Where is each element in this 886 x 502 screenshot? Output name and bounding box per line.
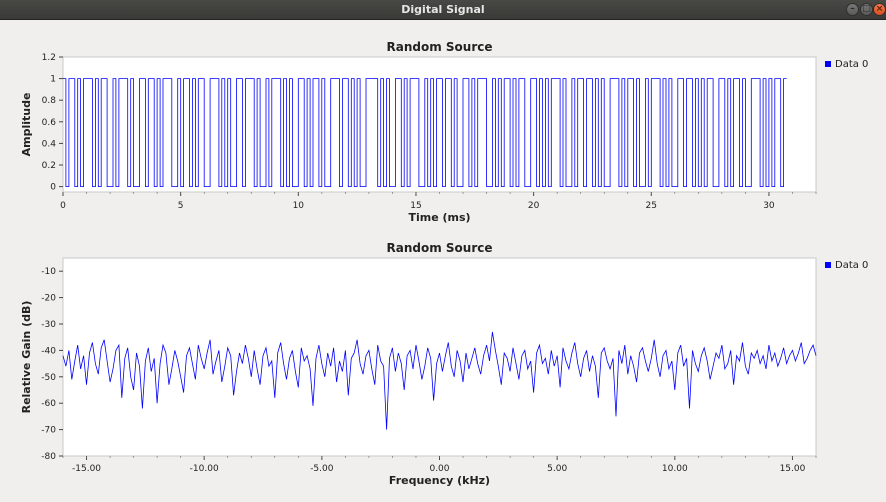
x-axis-label-2: Frequency (kHz)	[389, 474, 490, 487]
series-line-2	[62, 331, 817, 430]
x-tick-label: 10	[293, 201, 305, 211]
y-tick-label: 0.6	[42, 118, 57, 128]
y-tick-label: 0.8	[42, 96, 57, 106]
maximize-button[interactable]: □	[860, 3, 873, 16]
y-tick-label: -50	[41, 373, 56, 383]
plot-title-2: Random Source	[387, 241, 493, 255]
plot-title-1: Random Source	[387, 40, 493, 54]
plot-area-1	[62, 56, 817, 193]
y-tick-label: -30	[41, 320, 56, 330]
y-tick-label: 0	[50, 183, 56, 193]
legend-label-2: Data 0	[835, 260, 868, 271]
x-tick-label: 5.00	[547, 464, 567, 474]
x-axis-label-1: Time (ms)	[408, 211, 470, 224]
y-tick-label: -70	[41, 426, 56, 436]
x-tick-label: 5	[178, 201, 184, 211]
plot-area-2	[62, 257, 817, 457]
y-tick-label: -10	[41, 267, 56, 277]
y-tick-label: -20	[41, 294, 56, 304]
y-axis-label-2: Relative Gain (dB)	[20, 301, 33, 414]
x-tick-label: -5.00	[310, 464, 334, 474]
x-tick-label: 15.00	[780, 464, 806, 474]
y-tick-label: -80	[41, 452, 56, 462]
y-tick-label: -60	[41, 399, 56, 409]
window-title: Digital Signal	[401, 3, 485, 16]
minimize-button[interactable]: –	[846, 3, 859, 16]
x-tick-label: 25	[646, 201, 657, 211]
y-tick-label: 0.4	[42, 139, 57, 149]
y-tick-label: -40	[41, 346, 56, 356]
series-line-1	[63, 78, 787, 188]
legend-label-1: Data 0	[835, 59, 868, 70]
y-tick-label: 0.2	[42, 161, 56, 171]
x-tick-label: 0	[60, 201, 66, 211]
x-tick-label: 30	[763, 201, 775, 211]
x-tick-label: -10.00	[190, 464, 219, 474]
y-axis-label-1: Amplitude	[20, 93, 33, 157]
legend-swatch-1	[825, 61, 831, 67]
x-tick-label: 20	[528, 201, 540, 211]
legend-swatch-2	[825, 262, 831, 268]
y-tick-label: 1.2	[42, 53, 56, 63]
y-tick-label: 1	[50, 75, 56, 85]
x-tick-label: 10.00	[662, 464, 688, 474]
x-tick-label: -15.00	[72, 464, 101, 474]
x-tick-label: 15	[410, 201, 421, 211]
x-tick-label: 0.00	[429, 464, 449, 474]
